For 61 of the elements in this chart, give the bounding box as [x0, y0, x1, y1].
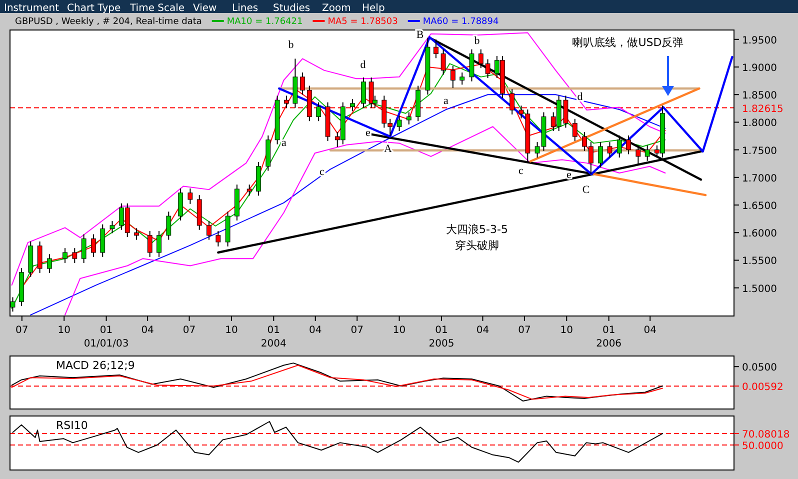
x-tick-label: 10	[225, 325, 238, 336]
annotation: d	[360, 59, 366, 71]
annotation: 喇叭底线，做USD反弹	[572, 36, 684, 49]
annotation: c	[518, 165, 524, 177]
annotation: C	[582, 184, 590, 196]
chart-title: MACD 26;12;9	[56, 359, 135, 372]
x-tick-label: 01 2005	[428, 325, 454, 350]
ref-line-label: 1.82615	[742, 104, 784, 115]
x-tick-label: 07	[182, 325, 196, 336]
legend-label: MA10 = 1.76421	[226, 17, 303, 27]
annotation: b	[288, 39, 294, 51]
y-tick-label: 1.7500	[742, 146, 777, 157]
annotation: 大四浪5-3-5	[446, 223, 508, 236]
y-tick-label: 70.08018	[742, 429, 790, 440]
annotation: 穿头破脚	[455, 239, 499, 252]
text: Time Scale	[129, 3, 185, 14]
annotation: a	[282, 137, 287, 149]
x-tick-label: 07	[16, 325, 28, 336]
text: Chart Type	[67, 3, 121, 14]
chart-title: GBPUSD , Weekly , # 204, Real-time data	[15, 17, 202, 27]
x-tick-label: 04	[476, 325, 490, 336]
y-tick-label: 1.9500	[742, 35, 777, 46]
legend-label: MA60 = 1.78894	[422, 17, 500, 27]
text: Instrument	[4, 3, 60, 14]
y-tick-label: 1.7000	[742, 173, 777, 184]
annotation: e	[566, 169, 572, 181]
x-tick-label: 01 01/01/03	[84, 325, 129, 350]
y-tick-label: 1.6000	[742, 228, 777, 240]
y-tick-label: 1.8500	[742, 90, 777, 102]
annotation: B	[416, 29, 424, 41]
annotation: d	[577, 91, 584, 103]
y-tick-label: 1.6500	[742, 201, 777, 212]
text: Help	[362, 3, 385, 14]
x-tick-label: 01 2004	[260, 325, 286, 350]
x-tick-label: 04	[644, 325, 656, 336]
text: Lines	[232, 3, 258, 14]
text: Studies	[273, 3, 310, 14]
annotation: c	[320, 166, 325, 178]
x-tick-label: 01 2006	[596, 325, 622, 350]
legend-label: MA5 = 1.78503	[328, 17, 398, 27]
annotation: a	[444, 95, 449, 107]
y-tick-label: 1.5500	[742, 256, 777, 268]
x-tick-label: 10	[392, 325, 406, 336]
y-tick-label: 1.8000	[742, 118, 777, 130]
annotation: e	[366, 127, 371, 139]
y-tick-label: 0.0500	[742, 362, 777, 374]
x-tick-label: 07	[350, 325, 364, 336]
y-tick-label: 1.9000	[742, 62, 777, 74]
text: View	[193, 3, 217, 14]
y-tick-label: 1.5000	[742, 284, 777, 295]
y-tick-label: 50.0000	[742, 440, 784, 452]
annotation: b	[474, 35, 480, 47]
chart-title: RSI10	[56, 419, 88, 432]
x-tick-label: 04	[141, 325, 154, 336]
x-tick-label: 10	[58, 325, 70, 336]
y-tick-label: 0.00592	[742, 382, 784, 394]
text: Zoom	[322, 3, 351, 14]
x-tick-label: 07	[518, 325, 531, 336]
annotation: A	[384, 143, 392, 155]
x-tick-label: 10	[560, 325, 574, 336]
x-tick-label: 04	[309, 325, 322, 336]
